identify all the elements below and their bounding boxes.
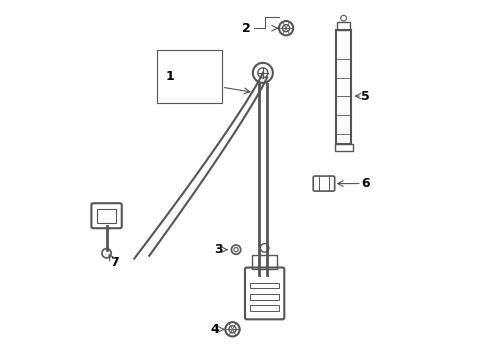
Text: 6: 6 — [362, 177, 370, 190]
Text: 7: 7 — [110, 256, 119, 269]
Bar — [250, 294, 279, 300]
Bar — [250, 283, 279, 288]
Text: 3: 3 — [214, 243, 222, 256]
Text: 1: 1 — [165, 70, 174, 83]
Bar — [250, 305, 279, 311]
Bar — [252, 255, 277, 269]
Text: 2: 2 — [243, 22, 251, 35]
Bar — [337, 22, 350, 30]
Bar — [335, 144, 352, 151]
Text: 5: 5 — [361, 90, 370, 103]
Bar — [336, 30, 351, 144]
Bar — [97, 208, 117, 223]
Text: 4: 4 — [210, 323, 219, 336]
